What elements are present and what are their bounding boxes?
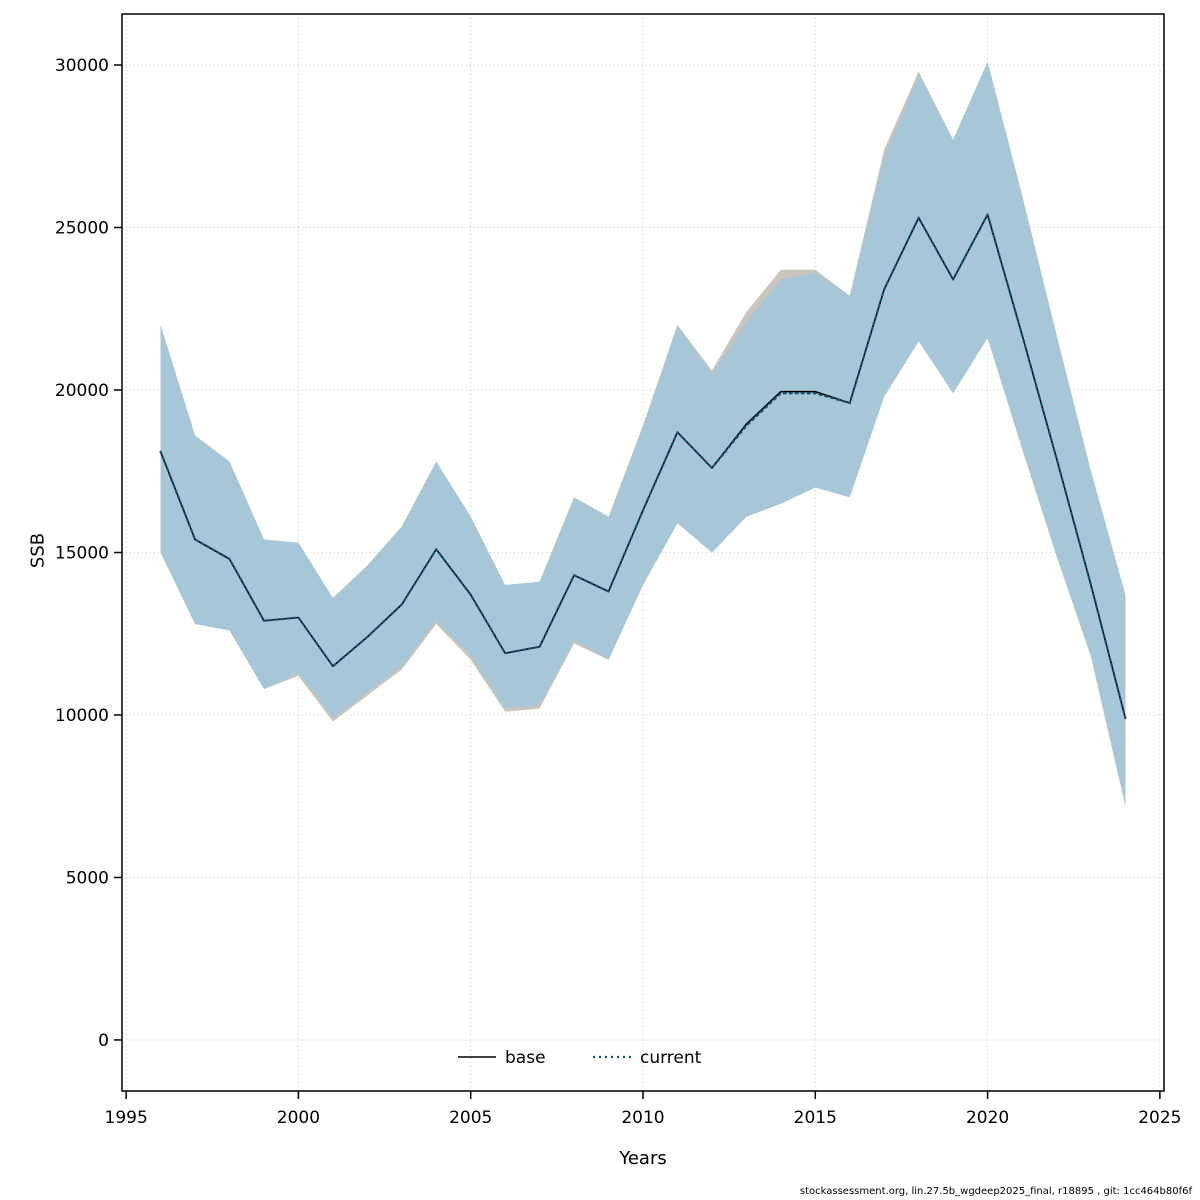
legend-label-current: current [640, 1048, 702, 1068]
y-tick-label: 20000 [55, 381, 109, 401]
legend: base current [458, 1048, 702, 1068]
y-tick-label: 25000 [55, 219, 109, 239]
y-tick-label: 10000 [55, 706, 109, 726]
axis-ticks: 1995 2000 2005 2010 2015 2020 2025 0 5000 10000 15… [55, 56, 1182, 1128]
x-tick-label: 2000 [277, 1108, 320, 1128]
x-tick-label: 1995 [105, 1108, 148, 1128]
y-tick-label: 30000 [55, 56, 109, 76]
y-axis-label: SSB [27, 532, 49, 569]
x-tick-label: 2025 [1138, 1108, 1181, 1128]
x-tick-label: 2005 [449, 1108, 492, 1128]
y-tick-label: 15000 [55, 544, 109, 564]
median-line-current [159, 213, 1127, 720]
y-tick-label: 0 [98, 1031, 109, 1051]
x-tick-label: 2020 [966, 1108, 1009, 1128]
x-axis-label: Years [619, 1148, 667, 1169]
x-tick-label: 2015 [794, 1108, 837, 1128]
ci-band-current [160, 61, 1126, 806]
footer-source-text: stockassessment.org, lin.27.5b_wgdeep202… [799, 1186, 1192, 1197]
x-tick-label: 2010 [621, 1108, 664, 1128]
y-tick-label: 5000 [66, 868, 109, 888]
legend-label-base: base [505, 1048, 546, 1068]
